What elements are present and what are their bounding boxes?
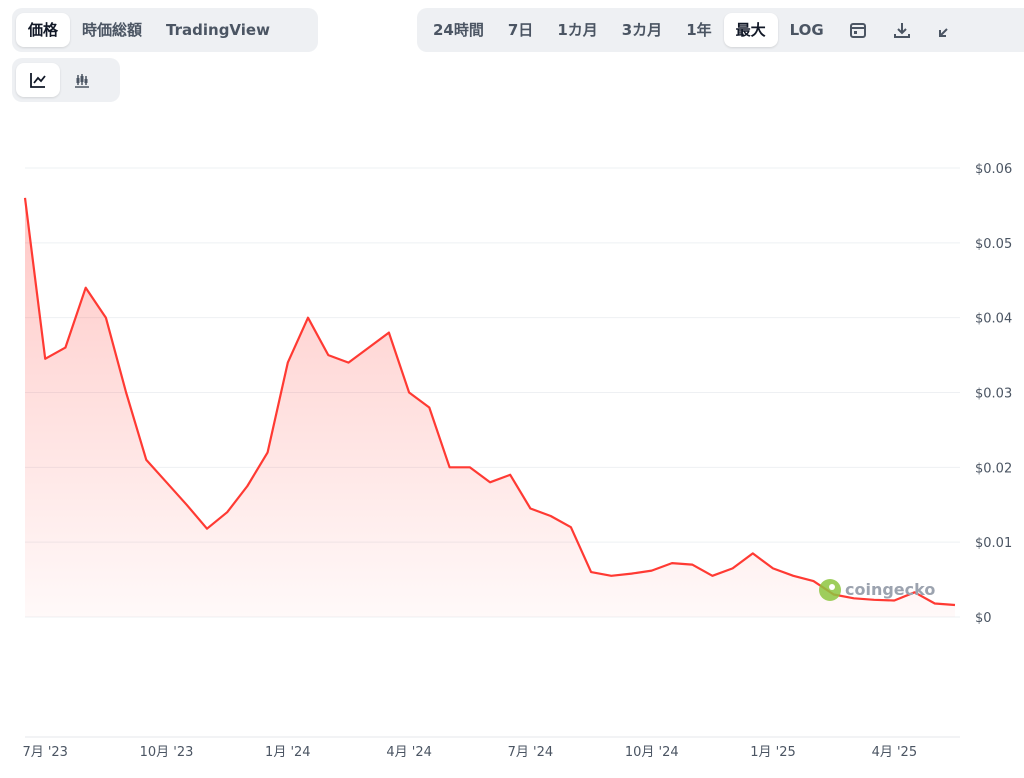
line-icon[interactable] [16, 63, 60, 97]
y-tick-label: $0.05 [975, 237, 1012, 252]
x-tick-label: 1月 '25 [750, 745, 796, 760]
icon [75, 74, 89, 88]
range[interactable]: 1年 [686, 21, 712, 39]
x-tick-label: 4月 '25 [872, 745, 918, 760]
icon [938, 28, 948, 37]
x-tick-label: 1月 '24 [265, 745, 311, 760]
watermark-logo [819, 579, 841, 601]
range[interactable]: 最大 [723, 13, 778, 47]
expand-icon[interactable] [924, 13, 968, 47]
icon [30, 73, 46, 88]
range[interactable]: 24時間 [433, 21, 484, 39]
y-tick-label: $0 [975, 611, 992, 626]
y-tick-label: $0.04 [975, 312, 1012, 327]
calendar-icon[interactable] [836, 13, 880, 47]
chart-style-tabs [12, 58, 120, 102]
watermark: coingecko [845, 580, 935, 599]
x-tick-label: 7月 '23 [22, 745, 68, 760]
y-tick-label: $0.03 [975, 387, 1012, 402]
x-tick-label: 10月 '23 [140, 745, 194, 760]
tab[interactable]: TradingView [166, 21, 270, 39]
range[interactable]: LOG [789, 21, 824, 39]
x-tick-label: 10月 '24 [625, 745, 679, 760]
x-tick-label: 7月 '24 [508, 745, 554, 760]
watermark-logo-eye [829, 584, 835, 590]
range[interactable]: 7日 [507, 21, 534, 39]
price-line [23, 197, 956, 607]
view-tabs: 価格 時価総額 TradingView [12, 8, 318, 52]
y-tick-label: $0.02 [975, 461, 1012, 476]
y-tick-label: $0.01 [975, 536, 1012, 551]
y-tick-label: $0.06 [975, 162, 1012, 177]
x-tick-label: 4月 '24 [386, 745, 432, 760]
icon [849, 23, 866, 38]
tab[interactable]: 時価総額 [82, 21, 143, 39]
tab[interactable]: 価格 [16, 13, 71, 47]
range[interactable]: 3カ月 [621, 21, 663, 39]
icon [893, 23, 910, 38]
download-icon[interactable] [880, 13, 924, 47]
area [25, 197, 955, 617]
range-tabs: 24時間 7日 1カ月 3カ月 1年 最大 LOG [417, 8, 1024, 52]
range[interactable]: 1カ月 [557, 21, 598, 39]
candle-icon[interactable] [60, 63, 104, 97]
